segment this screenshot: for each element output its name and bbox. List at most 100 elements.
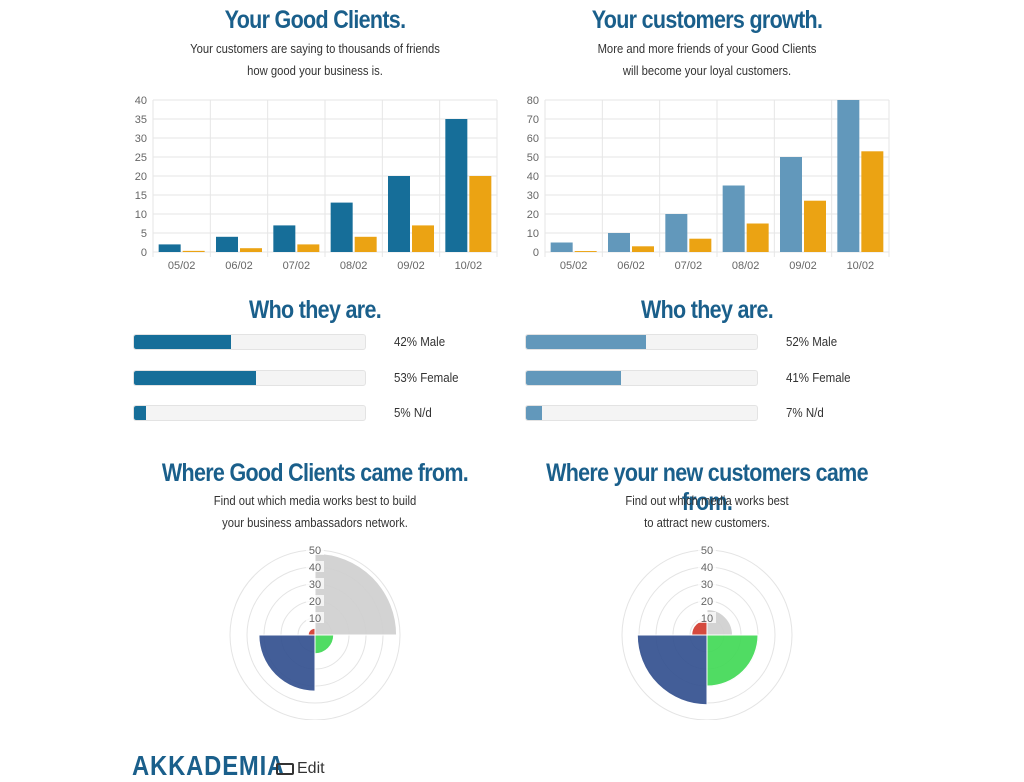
right-chart-xtick-label: 09/02 — [789, 260, 817, 272]
left-polar-rtick-label: 10 — [309, 613, 321, 625]
left-demographic-bar-track — [133, 370, 366, 386]
customers-growth-subtitle-line1: More and more friends of your Good Clien… — [597, 42, 817, 56]
right-chart-bar-series2 — [689, 238, 712, 252]
left-polar-tick-bg — [306, 561, 324, 572]
right-demographic-bar-fill — [526, 406, 543, 420]
good-clients-subtitle-line2: how good your business is. — [247, 64, 383, 78]
right-chart-bar-series1 — [665, 214, 688, 252]
left-polar-rtick-label: 40 — [309, 562, 321, 574]
left-chart-bar-series2 — [240, 248, 262, 252]
right-chart-ytick-label: 0 — [533, 247, 539, 259]
akkademia-logo[interactable]: AKKADEMIA — [132, 750, 286, 781]
left-demographic-bar-row: 42% Male — [133, 334, 513, 352]
right-chart-ytick-label: 20 — [527, 209, 539, 221]
good-clients-bar-chart: 0 5 10 15 20 25 30 35 40 05/02 06/02 07/02 08/02 09/0… — [135, 95, 498, 272]
left-chart-xtick-label: 10/02 — [455, 260, 483, 272]
right-chart-bar-series1 — [608, 233, 630, 252]
right-demographic-bar-row: 7% N/d — [525, 405, 905, 423]
right-polar-tick-bg — [698, 544, 716, 555]
left-chart-ytick-label: 25 — [135, 152, 147, 164]
left-polar-tick-bg — [306, 612, 324, 623]
right-chart-xtick-label: 06/02 — [617, 260, 645, 272]
left-chart-bar-series1 — [330, 202, 353, 252]
right-chart-bar-series2 — [746, 223, 769, 252]
good-clients-polar-chart: 10 20 30 40 50 — [229, 544, 401, 720]
right-chart-bar-series2 — [574, 251, 597, 252]
right-chart-bar-series1 — [550, 242, 573, 252]
right-demographic-bar-fill — [526, 335, 647, 349]
right-polar-segment-green — [706, 634, 759, 687]
left-demographic-bar-track — [133, 405, 366, 421]
where-good-clients-line2: your business ambassadors network. — [222, 516, 408, 530]
left-chart-ytick-label: 30 — [135, 133, 147, 145]
right-chart-ytick-label: 40 — [527, 171, 539, 183]
edit-icon — [276, 762, 294, 775]
right-polar-rtick-label: 20 — [701, 596, 713, 608]
left-demographic-bar-label: 5% N/d — [394, 406, 432, 420]
left-polar-rtick-label: 50 — [309, 545, 321, 557]
left-chart-ytick-label: 20 — [135, 171, 147, 183]
left-chart-ytick-label: 40 — [135, 95, 147, 107]
left-chart-bar-series1 — [445, 119, 468, 252]
left-chart-bar-series2 — [182, 250, 205, 252]
right-demographic-bar-track — [525, 370, 758, 386]
left-demographic-bar-track — [133, 334, 366, 350]
left-demographic-bar-label: 53% Female — [394, 371, 459, 385]
edit-label: Edit — [297, 760, 325, 777]
edit-button[interactable]: Edit — [276, 760, 325, 778]
left-polar-tick-bg — [306, 578, 324, 589]
left-demographic-bar-fill — [134, 371, 257, 385]
right-polar-tick-bg — [698, 561, 716, 572]
right-chart-ytick-label: 30 — [527, 190, 539, 202]
customers-growth-subtitle-line2: will become your loyal customers. — [622, 64, 792, 78]
left-demographic-bar-label: 42% Male — [394, 335, 446, 349]
right-demographic-bar-row: 52% Male — [525, 334, 905, 352]
right-demographic-bar-label: 52% Male — [786, 335, 838, 349]
right-polar-tick-bg — [698, 578, 716, 589]
right-column: Your customers growth. More and more fri… — [497, 0, 917, 768]
where-new-customers-line1: Find out which media works best — [625, 494, 789, 508]
right-chart-ytick-label: 10 — [527, 228, 539, 240]
right-demographic-bar-fill — [526, 371, 621, 385]
good-clients-title: Your Good Clients. — [224, 6, 406, 34]
right-chart-bar-series2 — [804, 200, 826, 252]
left-polar-rtick-label: 30 — [309, 579, 321, 591]
right-chart-xtick-label: 10/02 — [847, 260, 875, 272]
left-polar-segment-red — [307, 627, 316, 636]
who-they-are-title-left: Who they are. — [248, 296, 382, 324]
right-chart-bar-series1 — [780, 157, 802, 252]
right-chart-bar-series1 — [837, 100, 860, 252]
right-demographic-bar-row: 41% Female — [525, 370, 905, 388]
right-chart-ytick-label: 70 — [527, 114, 539, 126]
right-polar-tick-bg — [698, 612, 716, 623]
left-chart-bar-series2 — [354, 236, 377, 252]
right-demographic-bar-label: 7% N/d — [786, 406, 824, 420]
where-new-customers-line2: to attract new customers. — [644, 516, 770, 530]
left-chart-xtick-label: 05/02 — [168, 260, 196, 272]
left-chart-ytick-label: 5 — [141, 228, 147, 240]
left-chart-bar-series2 — [412, 225, 434, 252]
right-chart-xtick-label: 08/02 — [732, 260, 760, 272]
left-polar-tick-bg — [306, 544, 324, 555]
left-chart-bar-series2 — [469, 176, 492, 252]
right-chart-ytick-label: 60 — [527, 133, 539, 145]
left-chart-xtick-label: 09/02 — [397, 260, 425, 272]
right-demographic-bar-track — [525, 405, 758, 421]
left-column: Your Good Clients. Your customers are sa… — [105, 0, 525, 768]
right-polar-rtick-label: 50 — [701, 545, 713, 557]
left-chart-xtick-label: 07/02 — [283, 260, 311, 272]
customers-growth-bar-chart: 0 10 20 30 40 50 60 70 80 05/02 06/02 07/02 08/02 09/… — [527, 95, 890, 272]
left-polar-segment-green — [314, 634, 335, 655]
left-chart-ytick-label: 35 — [135, 114, 147, 126]
right-chart-bar-series2 — [861, 151, 884, 252]
new-customers-polar-chart: 10 20 30 40 50 — [621, 544, 793, 720]
left-chart-xtick-label: 08/02 — [340, 260, 368, 272]
where-good-clients-title: Where Good Clients came from. — [161, 459, 469, 487]
who-they-are-title-right: Who they are. — [640, 296, 774, 324]
left-demographic-bar-fill — [134, 335, 232, 349]
left-demographic-bar-row: 53% Female — [133, 370, 513, 388]
right-polar-rtick-label: 40 — [701, 562, 713, 574]
left-chart-bar-series1 — [388, 176, 410, 252]
left-polar-segment-gray — [314, 552, 398, 636]
right-polar-tick-bg — [698, 595, 716, 606]
